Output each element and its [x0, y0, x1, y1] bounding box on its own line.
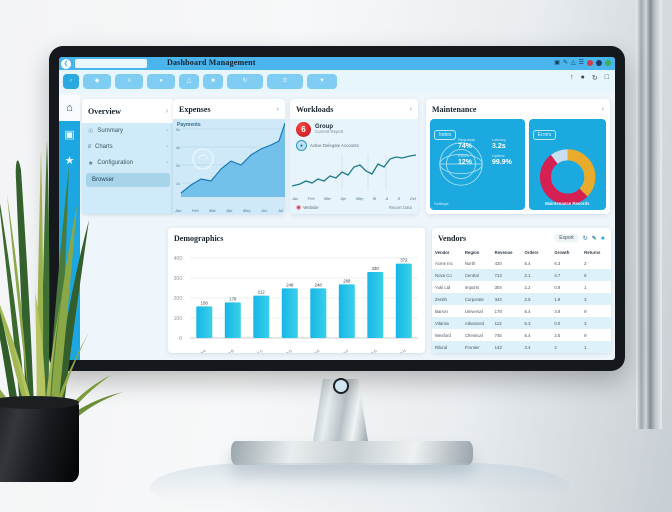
- svg-text:330: 330: [372, 266, 380, 271]
- svg-text:1k: 1k: [176, 181, 180, 186]
- svg-text:Region G: Region G: [362, 349, 377, 353]
- svg-text:178: 178: [229, 296, 237, 301]
- svg-text:Region F: Region F: [335, 348, 350, 353]
- svg-text:2k: 2k: [176, 163, 180, 168]
- svg-text:0: 0: [179, 336, 182, 342]
- svg-text:Region C: Region C: [249, 349, 264, 353]
- svg-text:372: 372: [400, 258, 408, 263]
- svg-text:248: 248: [315, 282, 323, 287]
- svg-text:4k: 4k: [176, 145, 180, 150]
- svg-text:100: 100: [174, 316, 183, 322]
- svg-text:300: 300: [174, 276, 183, 282]
- svg-text:212: 212: [258, 290, 266, 295]
- svg-text:Region H: Region H: [392, 349, 407, 353]
- svg-text:248: 248: [286, 282, 294, 287]
- svg-text:Region E: Region E: [306, 349, 321, 353]
- svg-text:Region A: Region A: [192, 349, 207, 353]
- svg-text:200: 200: [174, 296, 183, 302]
- svg-text:Region B: Region B: [220, 349, 235, 353]
- svg-text:268: 268: [343, 278, 351, 283]
- svg-text:Region D: Region D: [278, 349, 293, 353]
- svg-text:400: 400: [174, 256, 183, 262]
- svg-text:158: 158: [201, 300, 209, 305]
